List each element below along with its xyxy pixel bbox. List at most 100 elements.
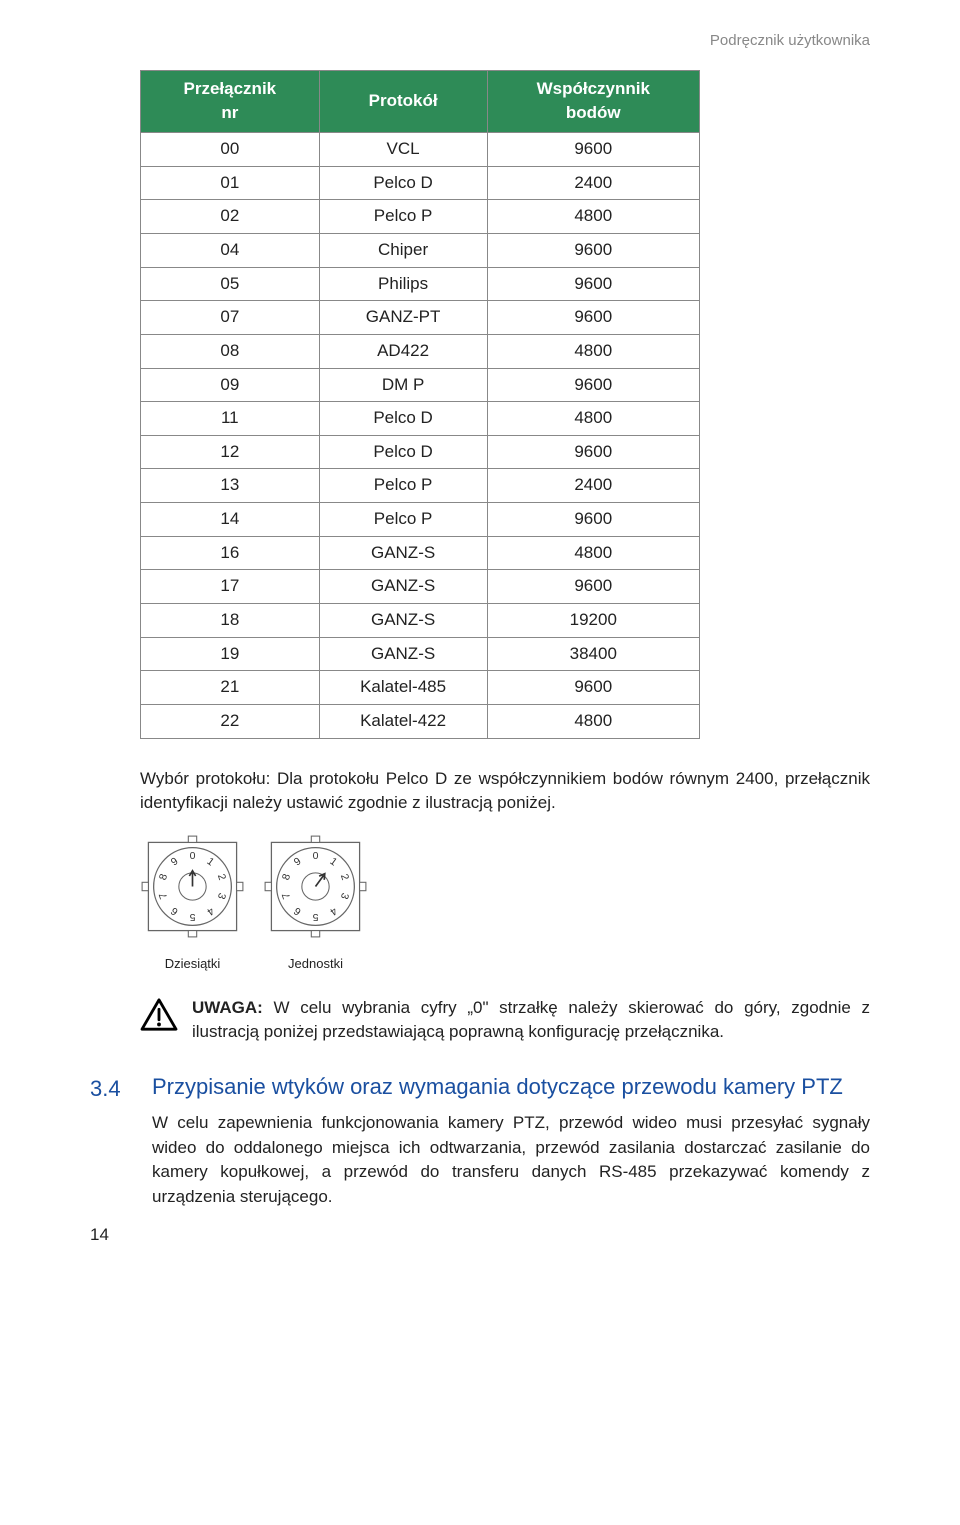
- table-cell: 2400: [487, 166, 699, 200]
- warning-note: UWAGA: W celu wybrania cyfry „0" strzałk…: [140, 996, 870, 1045]
- table-cell: 9600: [487, 267, 699, 301]
- table-row: 16GANZ-S4800: [141, 536, 700, 570]
- table-cell: 9600: [487, 133, 699, 167]
- svg-text:4: 4: [204, 904, 216, 917]
- table-row: 14Pelco P9600: [141, 503, 700, 537]
- table-cell: 9600: [487, 368, 699, 402]
- table-cell: 19: [141, 637, 320, 671]
- table-row: 21Kalatel-4859600: [141, 671, 700, 705]
- table-cell: Philips: [319, 267, 487, 301]
- table-cell: 21: [141, 671, 320, 705]
- table-cell: 4800: [487, 200, 699, 234]
- table-row: 00VCL9600: [141, 133, 700, 167]
- table-cell: 01: [141, 166, 320, 200]
- table-cell: 09: [141, 368, 320, 402]
- col-baud: Współczynnik bodów: [487, 70, 699, 132]
- table-row: 18GANZ-S19200: [141, 604, 700, 638]
- table-cell: Pelco D: [319, 435, 487, 469]
- table-cell: Chiper: [319, 233, 487, 267]
- section-number: 3.4: [90, 1073, 126, 1105]
- table-cell: 12: [141, 435, 320, 469]
- table-row: 01Pelco D2400: [141, 166, 700, 200]
- table-cell: 11: [141, 402, 320, 436]
- table-cell: Pelco P: [319, 469, 487, 503]
- section-title: Przypisanie wtyków oraz wymagania dotycz…: [152, 1073, 870, 1101]
- table-row: 11Pelco D4800: [141, 402, 700, 436]
- table-cell: Kalatel-422: [319, 704, 487, 738]
- svg-text:2: 2: [215, 872, 228, 881]
- col-switch-nr: Przełącznik nr: [141, 70, 320, 132]
- svg-text:0: 0: [313, 850, 319, 862]
- table-header-row: Przełącznik nr Protokół Współczynnik bod…: [141, 70, 700, 132]
- table-cell: 9600: [487, 503, 699, 537]
- header-manual-title: Podręcznik użytkownika: [90, 30, 870, 52]
- svg-text:1: 1: [205, 855, 217, 868]
- svg-text:1: 1: [328, 855, 340, 868]
- table-cell: 4800: [487, 704, 699, 738]
- svg-text:8: 8: [280, 872, 293, 881]
- warning-icon: [140, 998, 178, 1032]
- dial-illustration: 0123456789 0123456789 Dziesiątki Jednost…: [140, 834, 870, 974]
- col-protocol: Protokół: [319, 70, 487, 132]
- table-cell: 2400: [487, 469, 699, 503]
- svg-text:5: 5: [312, 911, 318, 923]
- table-cell: 17: [141, 570, 320, 604]
- table-cell: 18: [141, 604, 320, 638]
- table-row: 04Chiper9600: [141, 233, 700, 267]
- table-cell: 04: [141, 233, 320, 267]
- svg-text:8: 8: [157, 872, 170, 881]
- table-cell: Pelco D: [319, 402, 487, 436]
- table-cell: Kalatel-485: [319, 671, 487, 705]
- table-cell: GANZ-PT: [319, 301, 487, 335]
- warning-text: UWAGA: W celu wybrania cyfry „0" strzałk…: [192, 996, 870, 1045]
- table-row: 17GANZ-S9600: [141, 570, 700, 604]
- page-number: 14: [90, 1223, 870, 1248]
- table-cell: AD422: [319, 334, 487, 368]
- table-cell: 13: [141, 469, 320, 503]
- table-row: 22Kalatel-4224800: [141, 704, 700, 738]
- table-cell: VCL: [319, 133, 487, 167]
- svg-text:6: 6: [169, 904, 181, 917]
- dial-label-tens: Dziesiątki: [140, 955, 245, 974]
- table-cell: 4800: [487, 334, 699, 368]
- table-row: 02Pelco P4800: [141, 200, 700, 234]
- svg-text:9: 9: [169, 855, 181, 868]
- svg-text:7: 7: [280, 891, 293, 900]
- table-row: 19GANZ-S38400: [141, 637, 700, 671]
- table-cell: 16: [141, 536, 320, 570]
- table-cell: 07: [141, 301, 320, 335]
- table-row: 12Pelco D9600: [141, 435, 700, 469]
- table-row: 07GANZ-PT9600: [141, 301, 700, 335]
- table-cell: 14: [141, 503, 320, 537]
- svg-text:2: 2: [338, 872, 351, 881]
- table-cell: 9600: [487, 570, 699, 604]
- table-row: 09DM P9600: [141, 368, 700, 402]
- section-body: W celu zapewnienia funkcjonowania kamery…: [152, 1111, 870, 1210]
- table-cell: 4800: [487, 402, 699, 436]
- table-cell: 02: [141, 200, 320, 234]
- dial-tens: 0123456789: [140, 834, 245, 939]
- table-cell: 9600: [487, 301, 699, 335]
- table-cell: 38400: [487, 637, 699, 671]
- table-cell: 22: [141, 704, 320, 738]
- svg-text:6: 6: [292, 904, 304, 917]
- table-row: 13Pelco P2400: [141, 469, 700, 503]
- table-cell: 9600: [487, 233, 699, 267]
- section-heading: 3.4 Przypisanie wtyków oraz wymagania do…: [90, 1073, 870, 1105]
- table-cell: 4800: [487, 536, 699, 570]
- dial-label-units: Jednostki: [263, 955, 368, 974]
- svg-text:5: 5: [189, 911, 195, 923]
- table-cell: Pelco P: [319, 503, 487, 537]
- table-cell: GANZ-S: [319, 604, 487, 638]
- table-cell: 08: [141, 334, 320, 368]
- table-cell: GANZ-S: [319, 570, 487, 604]
- table-cell: Pelco P: [319, 200, 487, 234]
- table-cell: 9600: [487, 435, 699, 469]
- table-cell: 05: [141, 267, 320, 301]
- table-row: 05Philips9600: [141, 267, 700, 301]
- table-cell: DM P: [319, 368, 487, 402]
- svg-text:3: 3: [338, 891, 351, 900]
- svg-text:9: 9: [292, 855, 304, 868]
- table-row: 08AD4224800: [141, 334, 700, 368]
- protocol-selection-paragraph: Wybór protokołu: Dla protokołu Pelco D z…: [140, 767, 870, 816]
